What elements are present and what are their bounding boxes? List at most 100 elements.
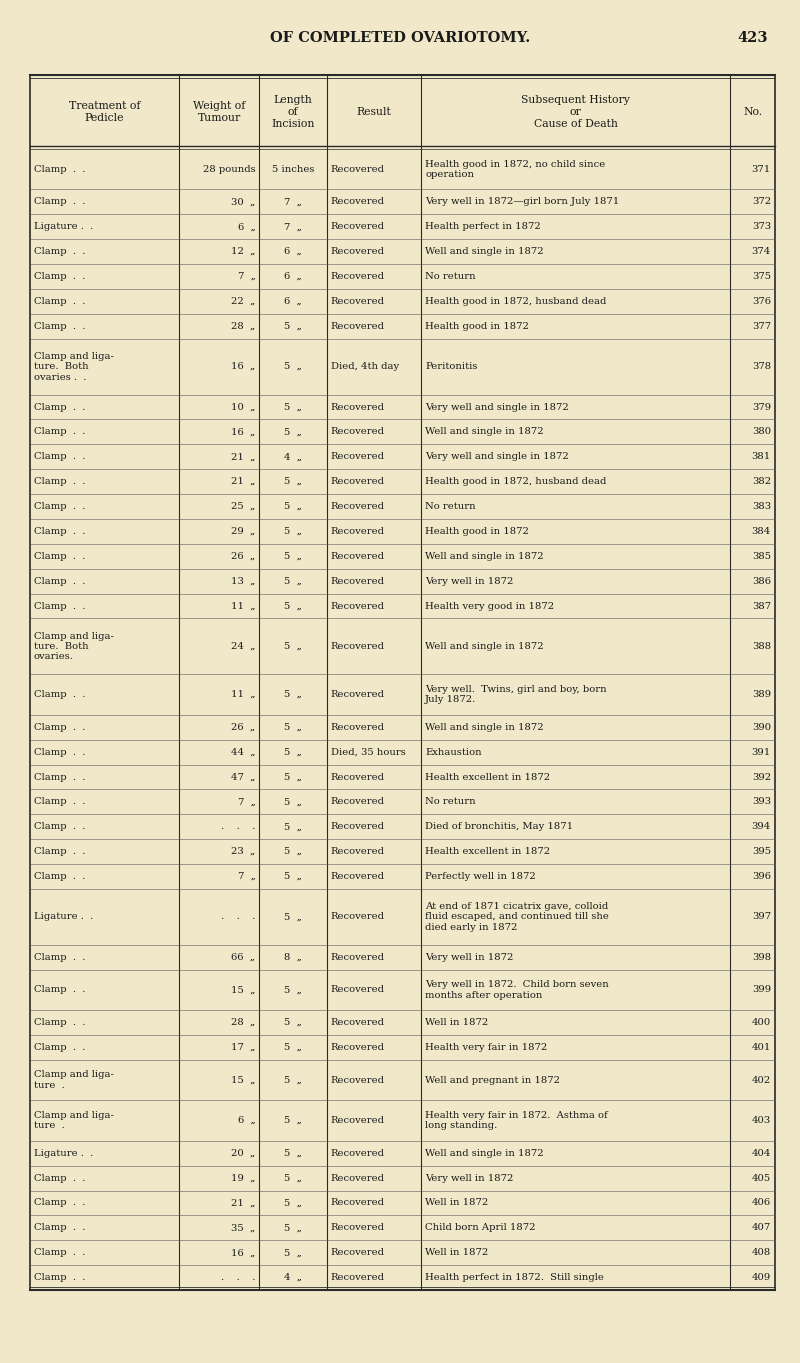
Text: Clamp  .  .: Clamp . . — [34, 1224, 86, 1232]
Text: Clamp  .  .: Clamp . . — [34, 247, 86, 256]
Text: Recovered: Recovered — [330, 1224, 385, 1232]
Text: 378: 378 — [752, 363, 771, 371]
Text: Died of bronchitis, May 1871: Died of bronchitis, May 1871 — [425, 822, 574, 831]
Text: Ligature .  .: Ligature . . — [34, 912, 94, 921]
Text: 6  „: 6 „ — [284, 247, 302, 256]
Text: Health good in 1872, husband dead: Health good in 1872, husband dead — [425, 477, 606, 487]
Text: Clamp  .  .: Clamp . . — [34, 872, 86, 880]
Text: No return: No return — [425, 797, 476, 807]
Text: 16  „: 16 „ — [231, 363, 255, 371]
Text: 404: 404 — [752, 1149, 771, 1157]
Text: 29  „: 29 „ — [231, 527, 255, 536]
Text: Recovered: Recovered — [330, 642, 385, 652]
Text: Child born April 1872: Child born April 1872 — [425, 1224, 536, 1232]
Text: OF COMPLETED OVARIOTOMY.: OF COMPLETED OVARIOTOMY. — [270, 31, 530, 45]
Text: 5  „: 5 „ — [284, 1116, 302, 1124]
Text: 386: 386 — [752, 577, 771, 586]
Text: Clamp  .  .: Clamp . . — [34, 577, 86, 586]
Text: Recovered: Recovered — [330, 477, 385, 487]
Text: 8  „: 8 „ — [284, 953, 302, 962]
Text: 66  „: 66 „ — [231, 953, 255, 962]
Text: 24  „: 24 „ — [231, 642, 255, 652]
Text: 397: 397 — [752, 912, 771, 921]
Text: 384: 384 — [752, 527, 771, 536]
Text: Well in 1872: Well in 1872 — [425, 1018, 488, 1028]
Text: Length
of
Incision: Length of Incision — [271, 95, 314, 128]
Text: 393: 393 — [752, 797, 771, 807]
Text: 406: 406 — [752, 1198, 771, 1208]
Text: 7  „: 7 „ — [238, 797, 255, 807]
Text: Recovered: Recovered — [330, 402, 385, 412]
Text: Clamp  .  .: Clamp . . — [34, 1198, 86, 1208]
Text: .    .    .: . . . — [221, 822, 255, 831]
Text: 4  „: 4 „ — [284, 453, 302, 461]
Text: Clamp  .  .: Clamp . . — [34, 428, 86, 436]
Text: 390: 390 — [752, 722, 771, 732]
Text: 23  „: 23 „ — [231, 848, 255, 856]
Text: Health very good in 1872: Health very good in 1872 — [425, 601, 554, 611]
Text: 5  „: 5 „ — [284, 1075, 302, 1085]
Text: Clamp  .  .: Clamp . . — [34, 165, 86, 173]
Text: Recovered: Recovered — [330, 953, 385, 962]
Text: 383: 383 — [752, 502, 771, 511]
Text: 35  „: 35 „ — [231, 1224, 255, 1232]
Text: 22  „: 22 „ — [231, 297, 255, 305]
Text: 17  „: 17 „ — [231, 1043, 255, 1052]
Text: 5  „: 5 „ — [284, 1018, 302, 1028]
Text: Recovered: Recovered — [330, 872, 385, 880]
Text: Recovered: Recovered — [330, 797, 385, 807]
Text: Health very fair in 1872.  Asthma of
long standing.: Health very fair in 1872. Asthma of long… — [425, 1111, 608, 1130]
Text: Recovered: Recovered — [330, 601, 385, 611]
Text: Ligature .  .: Ligature . . — [34, 1149, 94, 1157]
Text: 5  „: 5 „ — [284, 690, 302, 699]
Text: Clamp  .  .: Clamp . . — [34, 1273, 86, 1283]
Text: Recovered: Recovered — [330, 1075, 385, 1085]
Text: Recovered: Recovered — [330, 985, 385, 995]
Text: Clamp  .  .: Clamp . . — [34, 527, 86, 536]
Text: 388: 388 — [752, 642, 771, 652]
Text: 6  „: 6 „ — [238, 222, 255, 232]
Text: 381: 381 — [752, 453, 771, 461]
Text: 6  „: 6 „ — [238, 1116, 255, 1124]
Text: 5  „: 5 „ — [284, 1043, 302, 1052]
Text: Recovered: Recovered — [330, 297, 385, 305]
Text: Clamp  .  .: Clamp . . — [34, 773, 86, 781]
Text: 5  „: 5 „ — [284, 502, 302, 511]
Text: 398: 398 — [752, 953, 771, 962]
Text: 5  „: 5 „ — [284, 642, 302, 652]
Text: 15  „: 15 „ — [231, 1075, 255, 1085]
Text: 5  „: 5 „ — [284, 912, 302, 921]
Text: 7  „: 7 „ — [284, 198, 302, 206]
Text: Very well and single in 1872: Very well and single in 1872 — [425, 402, 569, 412]
Text: 28  „: 28 „ — [231, 322, 255, 331]
Text: 19  „: 19 „ — [231, 1174, 255, 1183]
Text: Clamp  .  .: Clamp . . — [34, 402, 86, 412]
Text: Clamp  .  .: Clamp . . — [34, 297, 86, 305]
Text: Health perfect in 1872: Health perfect in 1872 — [425, 222, 541, 232]
Text: At end of 1871 cicatrix gave, colloid
fluid escaped, and continued till she
died: At end of 1871 cicatrix gave, colloid fl… — [425, 902, 609, 932]
Text: 5 inches: 5 inches — [272, 165, 314, 173]
Text: Clamp  .  .: Clamp . . — [34, 322, 86, 331]
Text: Clamp  .  .: Clamp . . — [34, 953, 86, 962]
Text: Recovered: Recovered — [330, 428, 385, 436]
Text: 396: 396 — [752, 872, 771, 880]
Text: Recovered: Recovered — [330, 453, 385, 461]
Text: Well and single in 1872: Well and single in 1872 — [425, 247, 544, 256]
Text: 374: 374 — [752, 247, 771, 256]
Text: Clamp  .  .: Clamp . . — [34, 748, 86, 756]
Text: Recovered: Recovered — [330, 1043, 385, 1052]
Text: Very well in 1872: Very well in 1872 — [425, 577, 514, 586]
Text: Perfectly well in 1872: Perfectly well in 1872 — [425, 872, 536, 880]
Text: Recovered: Recovered — [330, 198, 385, 206]
Text: Clamp  .  .: Clamp . . — [34, 848, 86, 856]
Text: Exhaustion: Exhaustion — [425, 748, 482, 756]
Text: Recovered: Recovered — [330, 502, 385, 511]
Text: Well and single in 1872: Well and single in 1872 — [425, 552, 544, 560]
Text: 395: 395 — [752, 848, 771, 856]
Text: 380: 380 — [752, 428, 771, 436]
Text: Recovered: Recovered — [330, 165, 385, 173]
Text: No.: No. — [743, 108, 762, 117]
Text: Died, 35 hours: Died, 35 hours — [330, 748, 406, 756]
Text: 5  „: 5 „ — [284, 1149, 302, 1157]
Text: 5  „: 5 „ — [284, 773, 302, 781]
